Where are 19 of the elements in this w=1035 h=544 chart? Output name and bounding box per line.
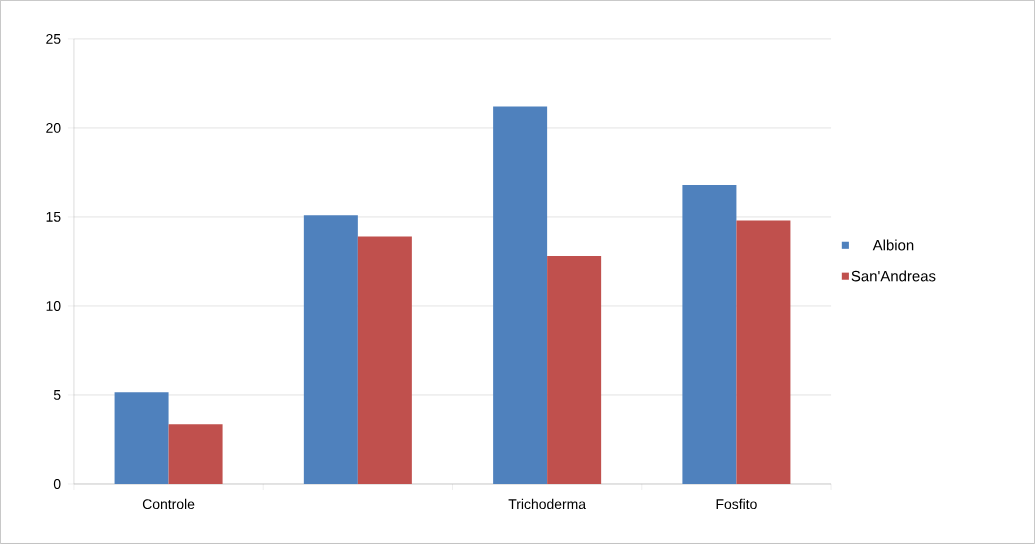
bar xyxy=(303,215,358,485)
x-tick-label: Trichoderma xyxy=(508,498,587,510)
bar xyxy=(493,106,548,485)
legend-label: Albion xyxy=(872,239,914,251)
bar xyxy=(168,424,223,485)
bar xyxy=(114,392,169,485)
bar xyxy=(357,236,412,485)
y-tick-label: 20 xyxy=(46,123,61,133)
bar xyxy=(736,220,791,485)
y-tick-label: 25 xyxy=(46,34,61,44)
y-tick-label: 0 xyxy=(53,479,61,489)
x-tick-label: Controle xyxy=(142,498,195,510)
x-tick-label: Fosfito xyxy=(716,498,757,510)
bar xyxy=(682,184,737,485)
y-tick-label: 15 xyxy=(46,212,61,222)
y-tick-label: 10 xyxy=(46,301,61,311)
legend-label: San'Andreas xyxy=(851,270,936,282)
bar xyxy=(547,256,602,485)
y-tick-label: 5 xyxy=(53,390,61,400)
